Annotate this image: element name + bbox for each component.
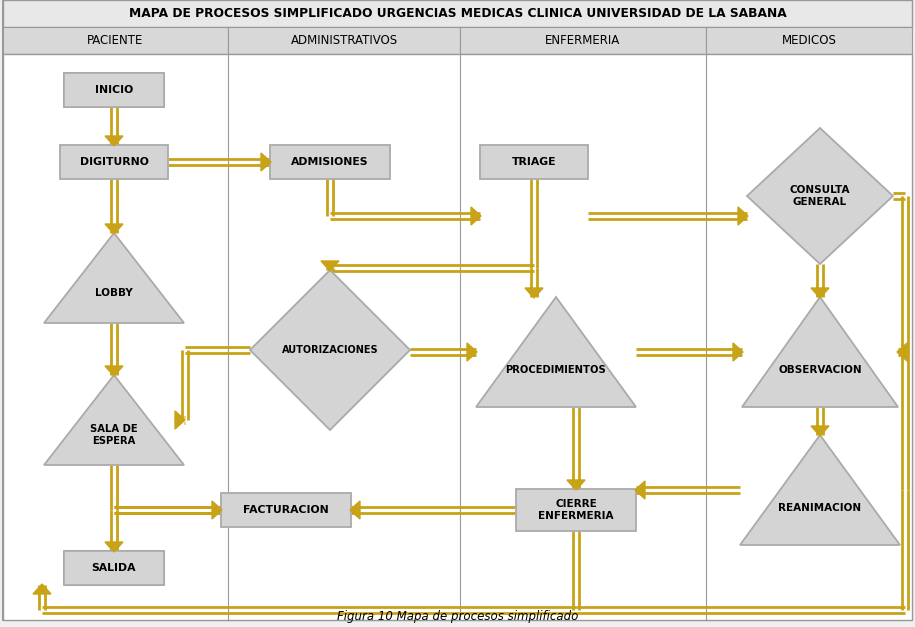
Polygon shape: [212, 501, 222, 519]
Text: CIERRE
ENFERMERIA: CIERRE ENFERMERIA: [538, 499, 614, 521]
Polygon shape: [105, 136, 123, 146]
Text: LOBBY: LOBBY: [95, 288, 133, 298]
Text: PACIENTE: PACIENTE: [87, 34, 144, 47]
Text: AUTORIZACIONES: AUTORIZACIONES: [282, 345, 378, 355]
Polygon shape: [811, 426, 829, 436]
Polygon shape: [105, 542, 123, 552]
FancyBboxPatch shape: [3, 27, 228, 54]
FancyBboxPatch shape: [516, 489, 636, 531]
FancyBboxPatch shape: [60, 145, 168, 179]
Text: REANIMACION: REANIMACION: [779, 503, 862, 514]
FancyBboxPatch shape: [3, 0, 912, 27]
Polygon shape: [740, 435, 900, 545]
FancyBboxPatch shape: [480, 145, 588, 179]
Polygon shape: [471, 207, 481, 225]
Polygon shape: [261, 153, 271, 171]
Text: DIGITURNO: DIGITURNO: [80, 157, 148, 167]
Polygon shape: [175, 411, 185, 429]
Polygon shape: [742, 297, 898, 407]
Text: MEDICOS: MEDICOS: [781, 34, 836, 47]
Polygon shape: [476, 297, 636, 407]
Polygon shape: [350, 501, 360, 519]
Polygon shape: [33, 584, 51, 594]
Polygon shape: [321, 261, 339, 271]
Polygon shape: [738, 207, 748, 225]
Text: TRIAGE: TRIAGE: [511, 157, 556, 167]
Polygon shape: [897, 343, 907, 361]
FancyBboxPatch shape: [228, 27, 460, 54]
Polygon shape: [44, 233, 184, 323]
Polygon shape: [467, 343, 477, 361]
Text: SALA DE
ESPERA: SALA DE ESPERA: [91, 424, 138, 446]
Polygon shape: [811, 288, 829, 298]
Polygon shape: [567, 480, 585, 490]
FancyBboxPatch shape: [706, 27, 912, 54]
Text: ADMISIONES: ADMISIONES: [291, 157, 369, 167]
Polygon shape: [747, 128, 893, 264]
FancyBboxPatch shape: [3, 54, 912, 620]
Polygon shape: [635, 481, 645, 499]
Polygon shape: [105, 224, 123, 234]
Text: SALIDA: SALIDA: [92, 563, 136, 573]
Text: ENFERMERIA: ENFERMERIA: [545, 34, 620, 47]
Text: OBSERVACION: OBSERVACION: [778, 366, 862, 376]
Text: ADMINISTRATIVOS: ADMINISTRATIVOS: [290, 34, 397, 47]
FancyBboxPatch shape: [64, 551, 164, 585]
Polygon shape: [525, 288, 543, 298]
Text: MAPA DE PROCESOS SIMPLIFICADO URGENCIAS MEDICAS CLINICA UNIVERSIDAD DE LA SABANA: MAPA DE PROCESOS SIMPLIFICADO URGENCIAS …: [129, 7, 786, 20]
FancyBboxPatch shape: [3, 0, 912, 620]
Polygon shape: [44, 375, 184, 465]
Text: CONSULTA
GENERAL: CONSULTA GENERAL: [790, 185, 850, 207]
FancyBboxPatch shape: [221, 493, 351, 527]
Text: PROCEDIMIENTOS: PROCEDIMIENTOS: [506, 366, 607, 376]
Polygon shape: [250, 270, 410, 430]
Text: INICIO: INICIO: [95, 85, 133, 95]
Polygon shape: [733, 343, 743, 361]
FancyBboxPatch shape: [64, 73, 164, 107]
FancyBboxPatch shape: [270, 145, 390, 179]
Text: FACTURACION: FACTURACION: [243, 505, 328, 515]
Polygon shape: [105, 366, 123, 376]
Text: Figura 10 Mapa de procesos simplificado: Figura 10 Mapa de procesos simplificado: [337, 610, 578, 623]
FancyBboxPatch shape: [460, 27, 706, 54]
